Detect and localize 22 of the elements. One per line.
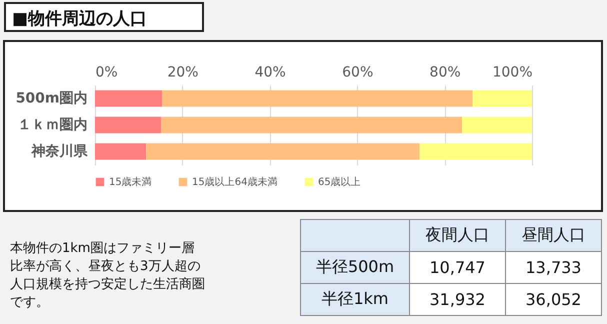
text: 36,052 [526, 290, 582, 309]
text: 本物件の1km圏はファミリー層比率が高く、昼夜とも3万人超の人口規模を持つ安定した生活商圏です。 [10, 240, 206, 312]
x-tick-label: 40% [254, 64, 286, 80]
legend-label: 15歳以上64歳未満 [192, 176, 278, 188]
category-label: 昼間人口 [506, 220, 602, 252]
x-tick-label: 0% [96, 64, 118, 80]
legend-label: 65歳以上 [318, 176, 361, 188]
x-tick-label: 80% [430, 64, 461, 80]
x-tick-label: 20% [167, 64, 198, 80]
category-label: 半径1km [321, 289, 389, 308]
text: 31,932 [430, 290, 486, 309]
chart-title: ■物件周辺の人口 [4, 2, 204, 32]
x-tick-label: 100% [492, 64, 532, 80]
y-tick-label: １ｋｍ圏内 [18, 117, 88, 133]
x-tick-label: 60% [342, 64, 374, 80]
y-tick-label: 500m圏内 [16, 90, 88, 107]
legend-label: 15歳未満 [109, 176, 152, 188]
text: 13,733 [526, 258, 582, 277]
category-label: 夜間人口 [410, 220, 506, 252]
category-label: 半径500m [316, 257, 394, 276]
y-tick-label: 神奈川県 [30, 142, 88, 160]
text: 10,747 [430, 258, 486, 277]
